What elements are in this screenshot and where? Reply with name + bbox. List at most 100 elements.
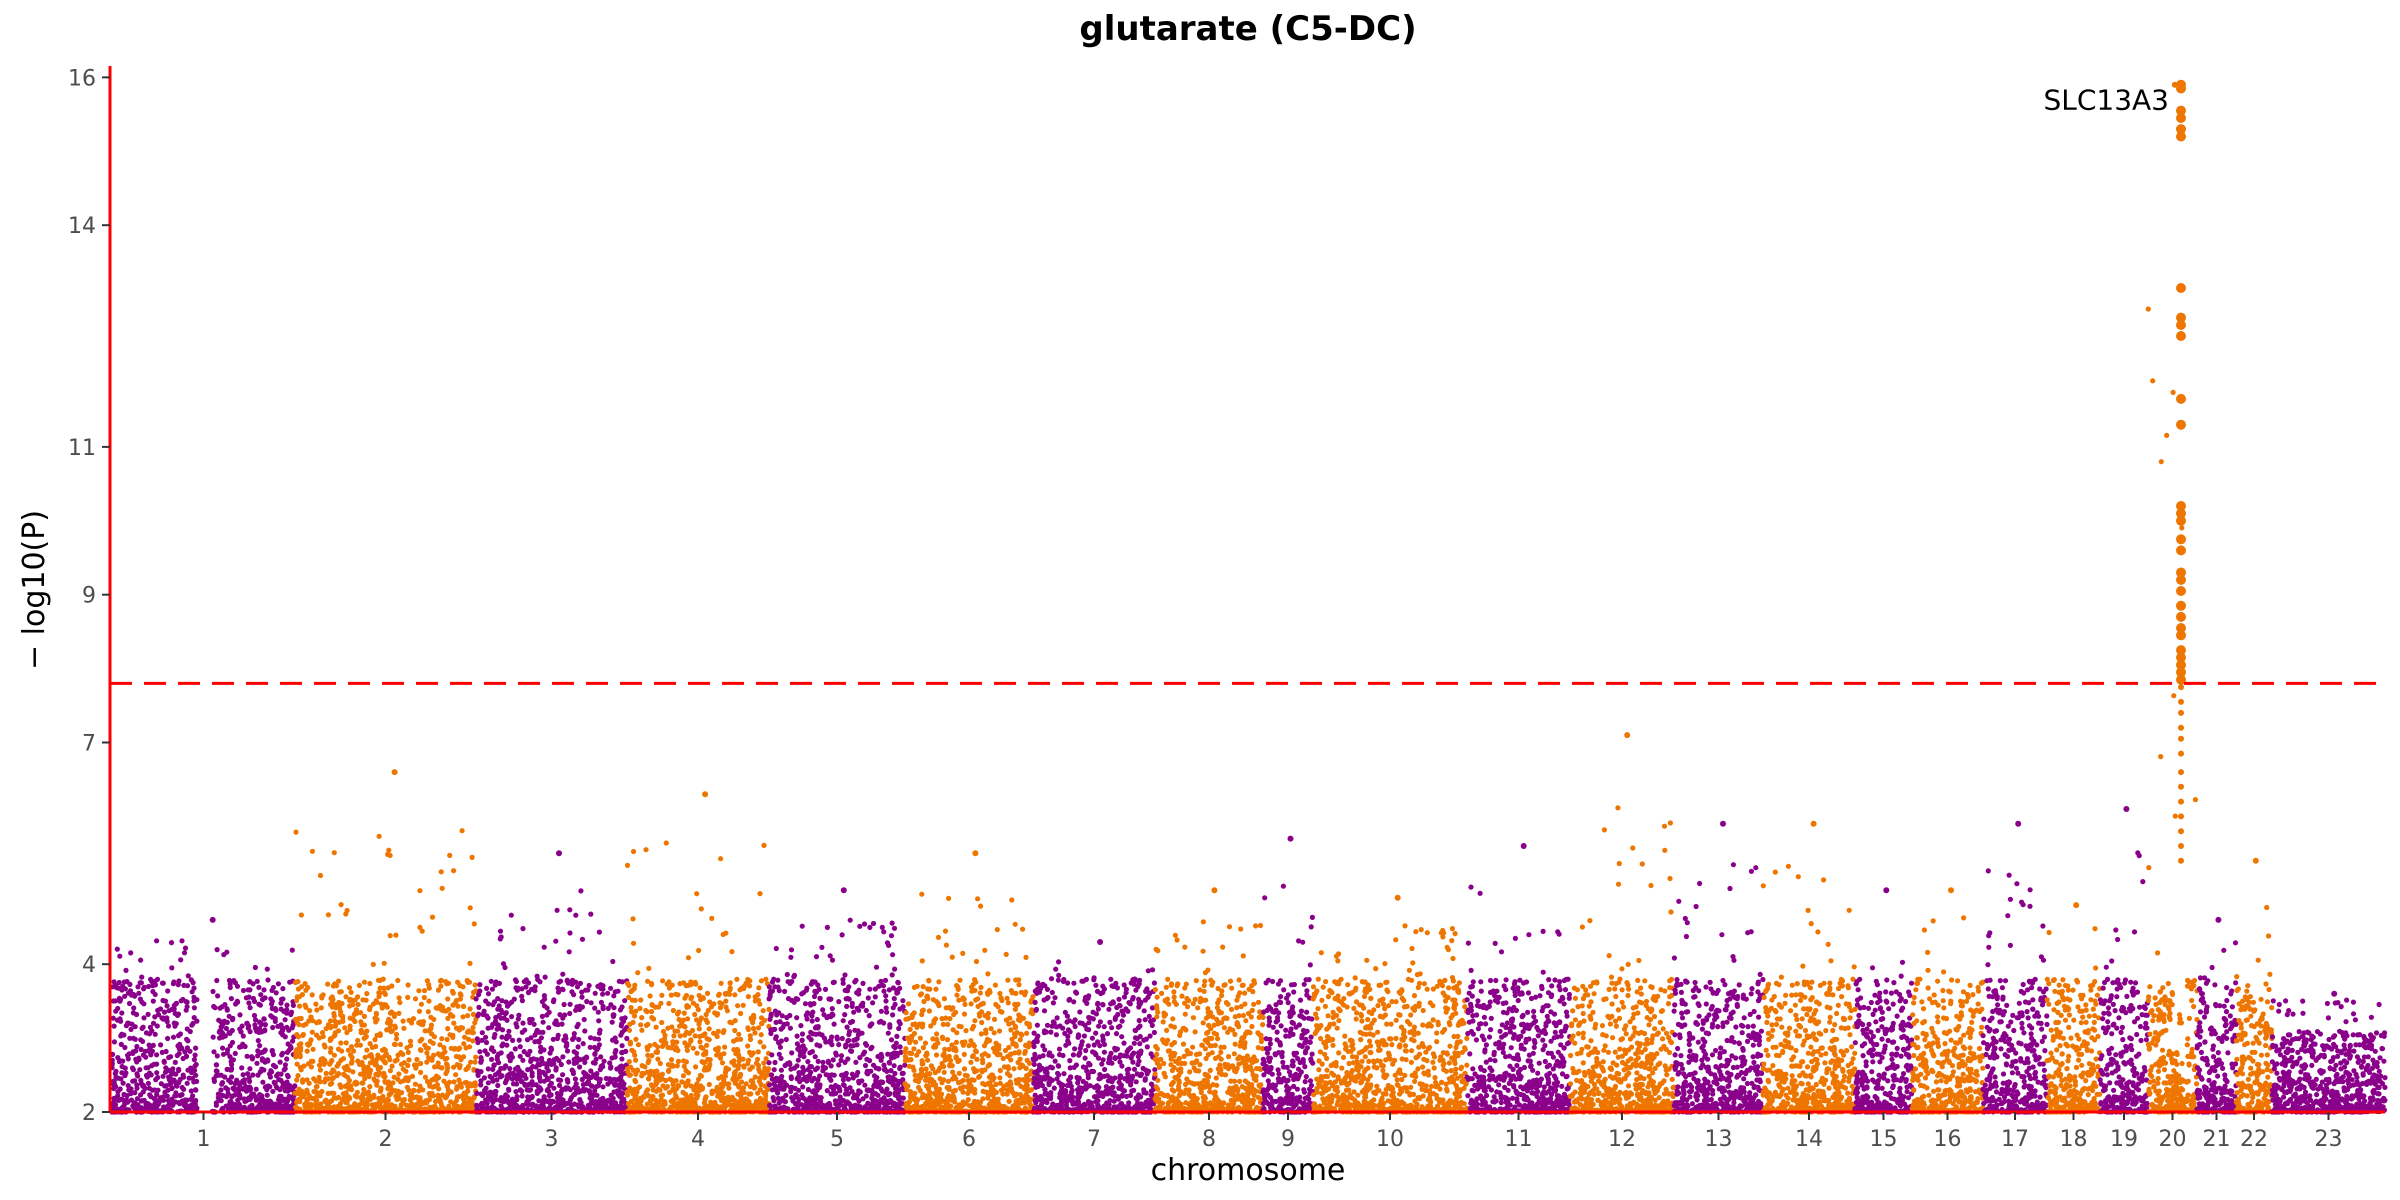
snp-point bbox=[933, 986, 939, 992]
snp-point bbox=[358, 1010, 364, 1016]
snp-point bbox=[891, 996, 897, 1002]
snp-point bbox=[192, 1067, 198, 1073]
snp-point bbox=[242, 1098, 248, 1104]
snp-point bbox=[181, 1102, 187, 1108]
snp-point bbox=[489, 1104, 495, 1110]
snp-point bbox=[404, 1045, 410, 1051]
snp-point bbox=[861, 921, 868, 927]
snp-point bbox=[480, 1011, 486, 1017]
snp-point bbox=[215, 993, 221, 999]
snp-point bbox=[897, 1044, 903, 1050]
snp-point bbox=[831, 1072, 837, 1078]
snp-point bbox=[450, 990, 456, 996]
snp-point bbox=[461, 1100, 468, 1106]
snp-point bbox=[147, 1092, 153, 1098]
snp-point bbox=[675, 1047, 681, 1054]
snp-point bbox=[267, 1071, 273, 1077]
snp-point bbox=[697, 985, 703, 991]
snp-point bbox=[298, 1015, 304, 1022]
snp-point bbox=[792, 1101, 799, 1107]
snp-point bbox=[132, 1090, 138, 1096]
snp-point bbox=[573, 912, 579, 918]
snp-point bbox=[218, 1024, 224, 1030]
snp-point bbox=[313, 1001, 319, 1007]
snp-point bbox=[696, 1026, 702, 1032]
snp-point bbox=[828, 1063, 834, 1069]
snp-point bbox=[787, 1084, 793, 1090]
snp-point bbox=[836, 1062, 842, 1068]
snp-point bbox=[361, 979, 368, 985]
snp-point bbox=[842, 972, 848, 978]
snp-point bbox=[504, 1076, 510, 1082]
snp-point bbox=[229, 1094, 235, 1100]
snp-point bbox=[485, 1080, 491, 1086]
snp-point bbox=[373, 998, 379, 1004]
snp-point bbox=[596, 1042, 603, 1048]
snp-point bbox=[653, 1078, 659, 1084]
snp-point bbox=[741, 983, 748, 989]
snp-point bbox=[214, 977, 220, 984]
snp-point bbox=[574, 1055, 580, 1061]
snp-point bbox=[911, 1067, 917, 1073]
snp-point bbox=[287, 979, 293, 985]
snp-point bbox=[895, 1093, 901, 1099]
snp-point bbox=[727, 980, 733, 986]
snp-point bbox=[442, 1049, 448, 1055]
snp-point bbox=[671, 1033, 677, 1039]
snp-point bbox=[688, 1092, 694, 1099]
snp-point bbox=[243, 1084, 249, 1090]
snp-point bbox=[418, 1060, 424, 1067]
snp-point bbox=[275, 1071, 281, 1077]
snp-point bbox=[775, 1090, 781, 1096]
snp-point bbox=[244, 1020, 250, 1026]
snp-point bbox=[185, 1067, 191, 1073]
snp-point bbox=[800, 1084, 806, 1090]
snp-point bbox=[470, 1030, 476, 1036]
snp-point bbox=[779, 1013, 785, 1019]
snp-point bbox=[519, 1104, 525, 1110]
snp-point bbox=[736, 1058, 742, 1064]
snp-point bbox=[495, 1082, 501, 1089]
snp-point bbox=[650, 1087, 656, 1093]
snp-point bbox=[341, 1065, 347, 1071]
snp-point bbox=[685, 1078, 691, 1084]
snp-point bbox=[724, 1008, 731, 1014]
snp-point bbox=[522, 1081, 528, 1087]
snp-point bbox=[126, 1000, 133, 1007]
snp-point bbox=[692, 1011, 698, 1018]
snp-point bbox=[465, 1013, 471, 1019]
snp-point bbox=[785, 996, 792, 1002]
snp-point bbox=[306, 1080, 312, 1086]
snp-point bbox=[1024, 1030, 1030, 1036]
snp-point bbox=[519, 1093, 525, 1099]
snp-point bbox=[387, 1022, 394, 1028]
snp-point bbox=[842, 1012, 848, 1018]
snp-point bbox=[542, 974, 548, 980]
snp-point bbox=[188, 1088, 194, 1094]
snp-point bbox=[757, 891, 763, 897]
snp-point bbox=[406, 1057, 412, 1063]
snp-point bbox=[247, 1066, 253, 1072]
snp-point bbox=[977, 990, 983, 996]
snp-point bbox=[701, 1067, 707, 1073]
snp-point bbox=[293, 1104, 299, 1110]
snp-point bbox=[396, 1071, 402, 1077]
snp-point bbox=[567, 930, 573, 936]
snp-point bbox=[895, 980, 901, 986]
snp-point bbox=[747, 978, 753, 984]
snp-point bbox=[280, 1097, 286, 1103]
snp-point bbox=[521, 979, 527, 985]
snp-point bbox=[164, 1093, 170, 1099]
snp-point bbox=[336, 1019, 342, 1025]
snp-point bbox=[709, 1090, 715, 1097]
snp-point bbox=[318, 1101, 324, 1107]
snp-point bbox=[239, 1065, 245, 1071]
snp-point bbox=[338, 1084, 344, 1090]
snp-point bbox=[258, 1094, 265, 1100]
snp-point bbox=[564, 1043, 570, 1049]
data-points bbox=[109, 81, 2388, 1115]
snp-point bbox=[722, 1044, 728, 1050]
snp-point bbox=[371, 1094, 377, 1100]
snp-point bbox=[381, 960, 387, 966]
snp-point bbox=[122, 1072, 128, 1079]
